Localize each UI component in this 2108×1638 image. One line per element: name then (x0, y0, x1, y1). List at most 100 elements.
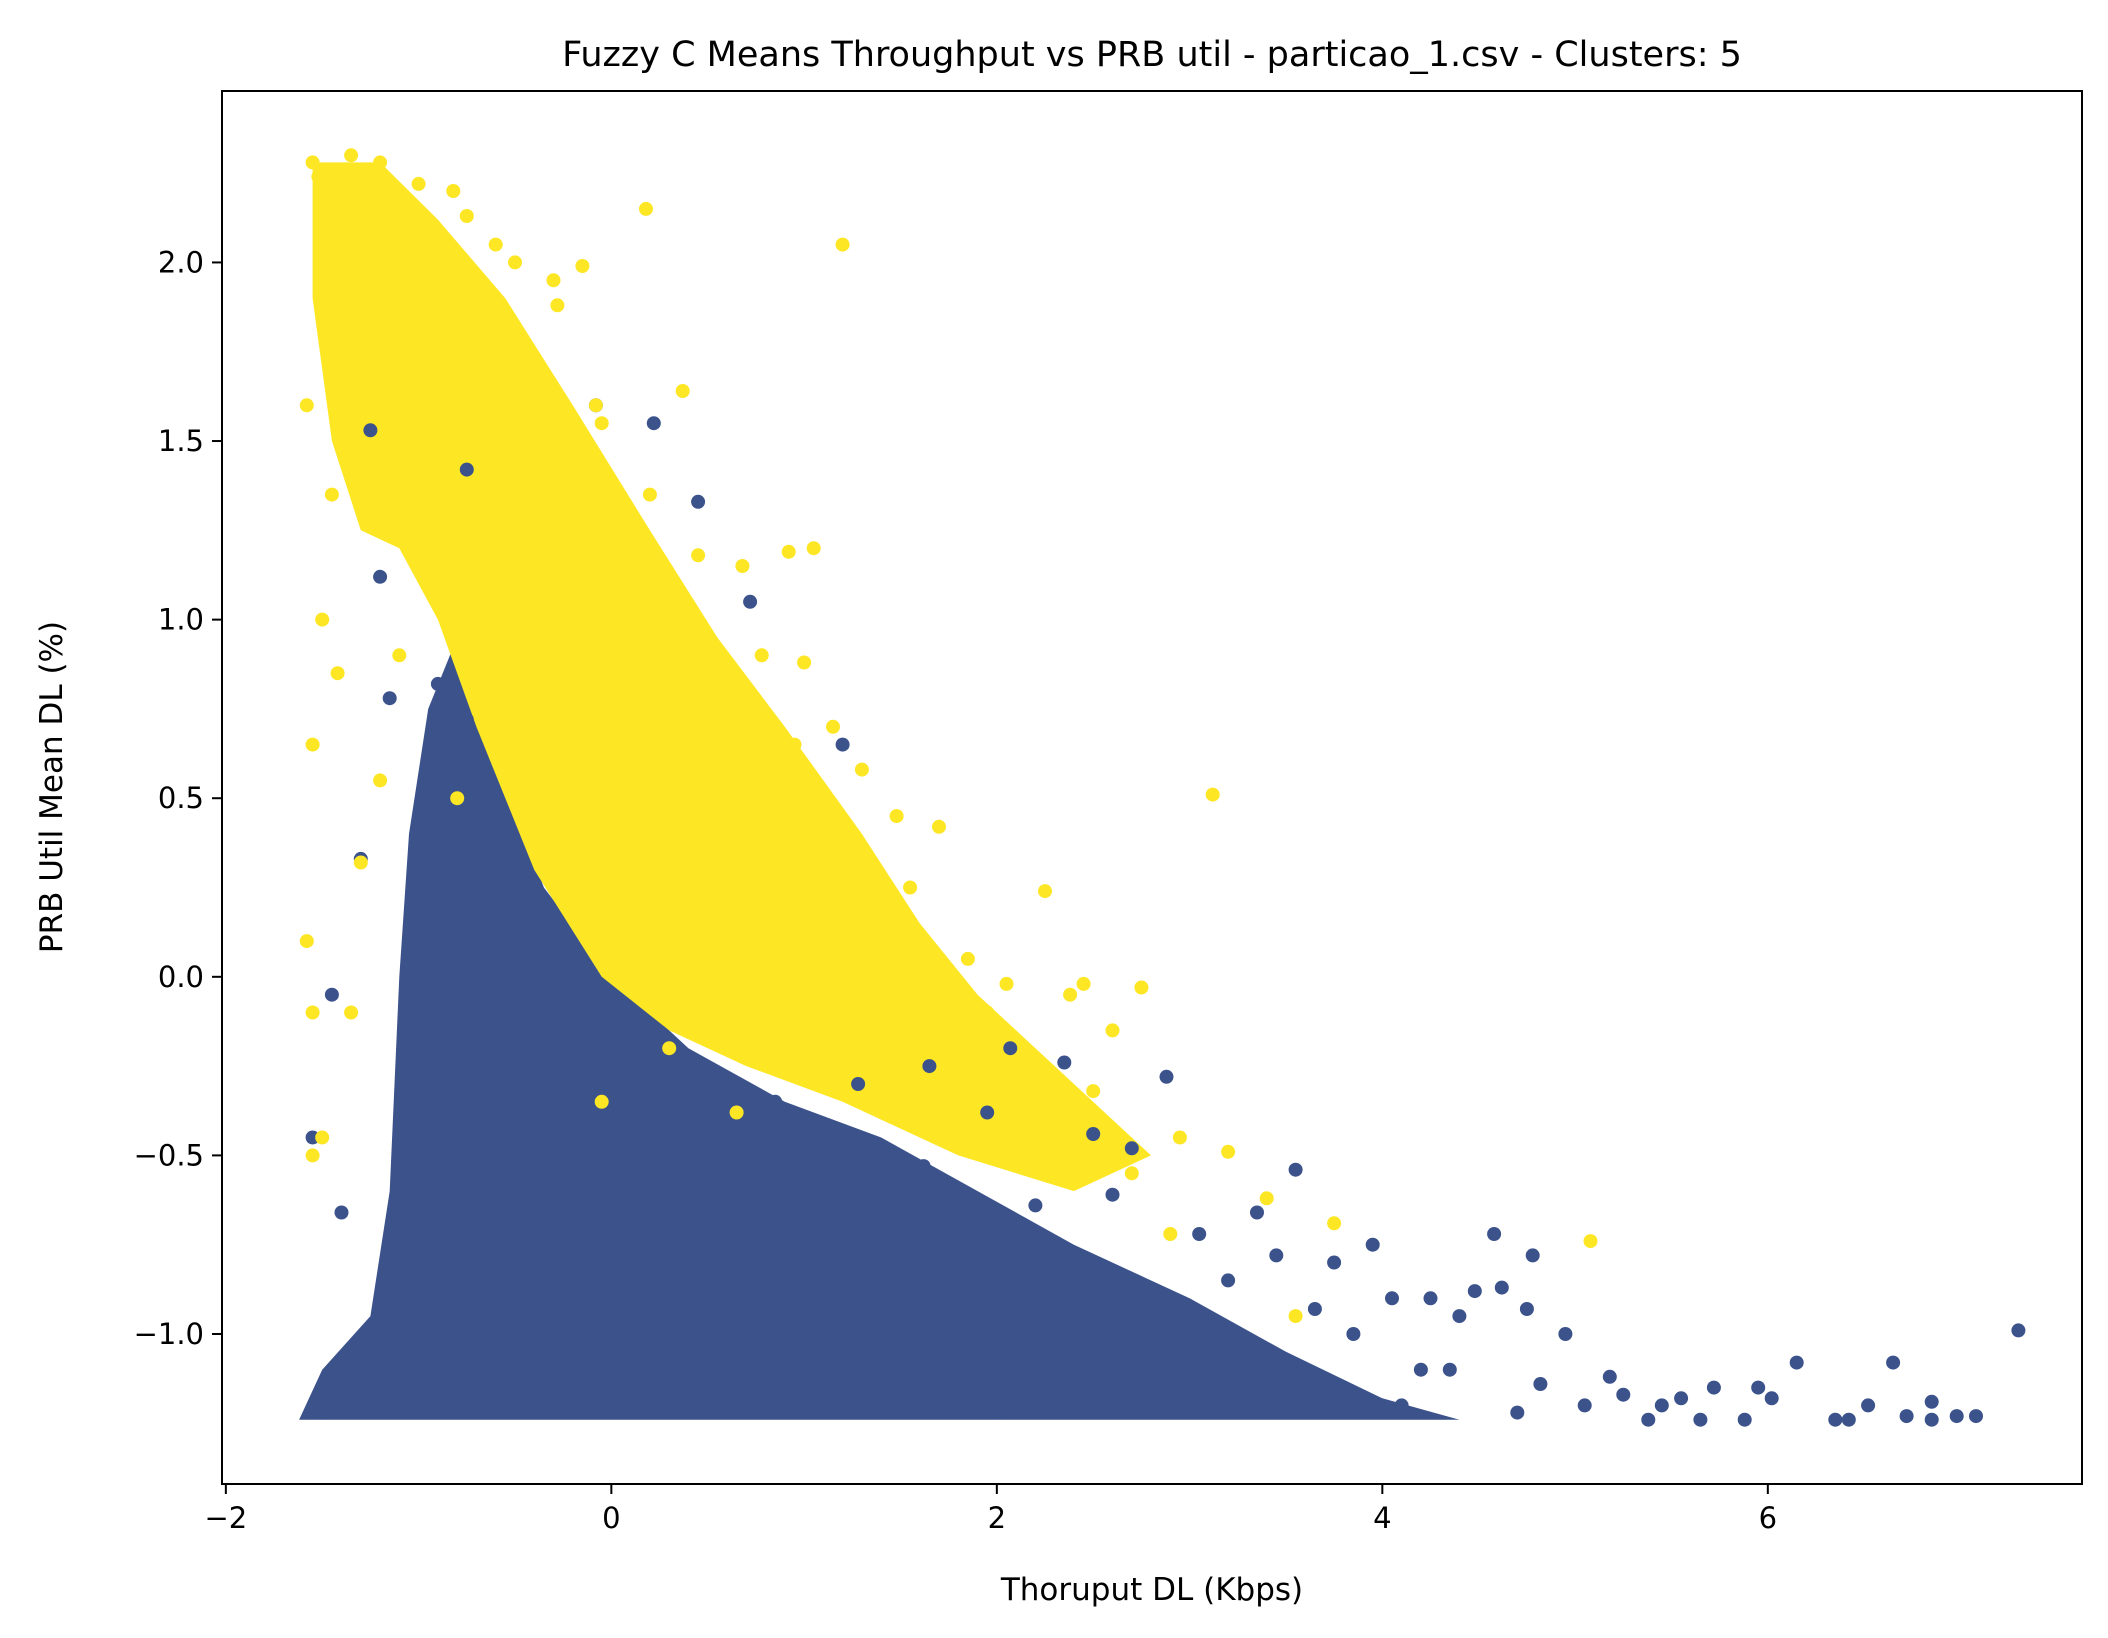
data-point (459, 462, 474, 477)
data-point (508, 362, 522, 377)
data-point (527, 1344, 542, 1359)
data-point (1924, 1394, 1939, 1409)
data-point (411, 176, 426, 191)
data-point (299, 398, 314, 413)
data-point (353, 237, 368, 252)
data-point (315, 612, 330, 627)
data-point (1105, 1023, 1120, 1038)
data-point (430, 273, 445, 288)
data-point (864, 951, 879, 966)
data-point (1269, 1248, 1284, 1263)
data-point (459, 209, 474, 223)
data-point (989, 1405, 1004, 1420)
data-point (344, 148, 359, 163)
data-point (324, 987, 339, 1002)
data-point (677, 1184, 692, 1199)
data-point (691, 494, 706, 509)
data-point (1525, 1248, 1540, 1263)
data-point (1693, 1412, 1708, 1427)
data-point (1385, 1291, 1399, 1306)
data-point (1583, 1234, 1598, 1249)
data-point (1494, 1280, 1509, 1295)
data-point (536, 523, 551, 538)
data-point (550, 298, 565, 313)
data-point (594, 416, 609, 431)
data-point (382, 326, 397, 341)
x-tick-label: 2 (988, 1501, 1006, 1535)
x-axis-label: Thoruput DL (Kbps) (1000, 1572, 1303, 1608)
data-point (363, 423, 378, 438)
data-point (1706, 1380, 1721, 1395)
data-point (430, 676, 445, 691)
data-point (446, 184, 461, 198)
data-point (729, 1105, 744, 1120)
data-point (932, 819, 946, 834)
data-point (835, 237, 850, 252)
y-tick-label: −1.0 (134, 1317, 204, 1351)
data-point (671, 1069, 686, 1084)
data-point (1737, 1412, 1752, 1427)
data-point (806, 1309, 821, 1324)
data-point (517, 416, 532, 431)
data-point (1230, 1344, 1245, 1359)
data-point (1259, 1191, 1274, 1206)
data-point (411, 416, 426, 431)
data-point (585, 1084, 600, 1099)
y-axis: −1.0 −0.5 0.0 0.5 1.0 1.5 2.0 (134, 245, 222, 1351)
data-point (305, 1005, 320, 1020)
data-point (594, 1094, 609, 1109)
data-point (710, 1262, 725, 1277)
data-point (1182, 1369, 1197, 1384)
data-point (1949, 1409, 1964, 1424)
data-point (1577, 1398, 1592, 1413)
data-point (806, 541, 821, 556)
data-point (781, 544, 796, 559)
data-point (604, 505, 619, 520)
data-point (639, 201, 653, 216)
data-point (1789, 1355, 1804, 1370)
data-point (999, 976, 1014, 991)
data-point (324, 487, 339, 502)
data-point (1861, 1398, 1876, 1413)
data-point (1250, 1205, 1264, 1220)
data-point (768, 1094, 783, 1109)
data-point (1159, 1069, 1174, 1084)
data-point (851, 1077, 866, 1091)
data-point (960, 1280, 975, 1295)
data-point (1327, 1255, 1342, 1270)
data-point (1764, 1391, 1779, 1406)
data-point (720, 862, 734, 877)
x-tick-label: −2 (204, 1501, 247, 1535)
data-point (787, 1191, 802, 1206)
data-point (951, 1059, 966, 1074)
data-point (642, 487, 657, 502)
data-point (1442, 1362, 1457, 1377)
data-point (797, 1398, 812, 1413)
data-point (1336, 1380, 1351, 1395)
data-point (299, 934, 314, 949)
data-point (305, 155, 320, 170)
data-point (903, 880, 918, 895)
data-point (922, 1041, 937, 1056)
y-tick-label: 1.5 (158, 424, 204, 458)
data-point (889, 809, 904, 824)
data-point (1886, 1355, 1901, 1370)
data-point (646, 416, 661, 431)
data-point (980, 1005, 995, 1020)
data-point (536, 969, 551, 984)
data-point (1028, 1344, 1043, 1359)
data-point (787, 737, 802, 752)
data-point (546, 273, 561, 288)
data-point (1076, 976, 1091, 991)
data-point (1134, 980, 1149, 995)
data-point (1519, 1302, 1534, 1316)
chart-title: Fuzzy C Means Throughput vs PRB util - p… (562, 35, 1742, 75)
data-point (2011, 1323, 2026, 1338)
data-point (1394, 1398, 1409, 1413)
data-point (392, 648, 407, 663)
data-point (588, 398, 603, 413)
data-point (305, 1148, 320, 1163)
data-point (498, 898, 513, 913)
data-point (344, 1005, 359, 1020)
data-point (710, 701, 725, 716)
